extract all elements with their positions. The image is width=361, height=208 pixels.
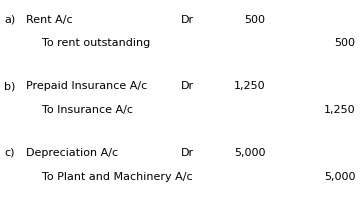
Text: 500: 500 xyxy=(335,38,356,48)
Text: Dr: Dr xyxy=(180,15,193,25)
Text: Prepaid Insurance A/c: Prepaid Insurance A/c xyxy=(26,81,147,91)
Text: To Insurance A/c: To Insurance A/c xyxy=(42,105,132,115)
Text: Depreciation A/c: Depreciation A/c xyxy=(26,148,118,158)
Text: 1,250: 1,250 xyxy=(324,105,356,115)
Text: c): c) xyxy=(4,148,15,158)
Text: Rent A/c: Rent A/c xyxy=(26,15,73,25)
Text: To rent outstanding: To rent outstanding xyxy=(42,38,150,48)
Text: a): a) xyxy=(4,15,16,25)
Text: 500: 500 xyxy=(244,15,265,25)
Text: Dr: Dr xyxy=(180,148,193,158)
Text: Dr: Dr xyxy=(180,81,193,91)
Text: 5,000: 5,000 xyxy=(234,148,265,158)
Text: b): b) xyxy=(4,81,16,91)
Text: To Plant and Machinery A/c: To Plant and Machinery A/c xyxy=(42,172,192,182)
Text: 1,250: 1,250 xyxy=(234,81,265,91)
Text: 5,000: 5,000 xyxy=(324,172,356,182)
